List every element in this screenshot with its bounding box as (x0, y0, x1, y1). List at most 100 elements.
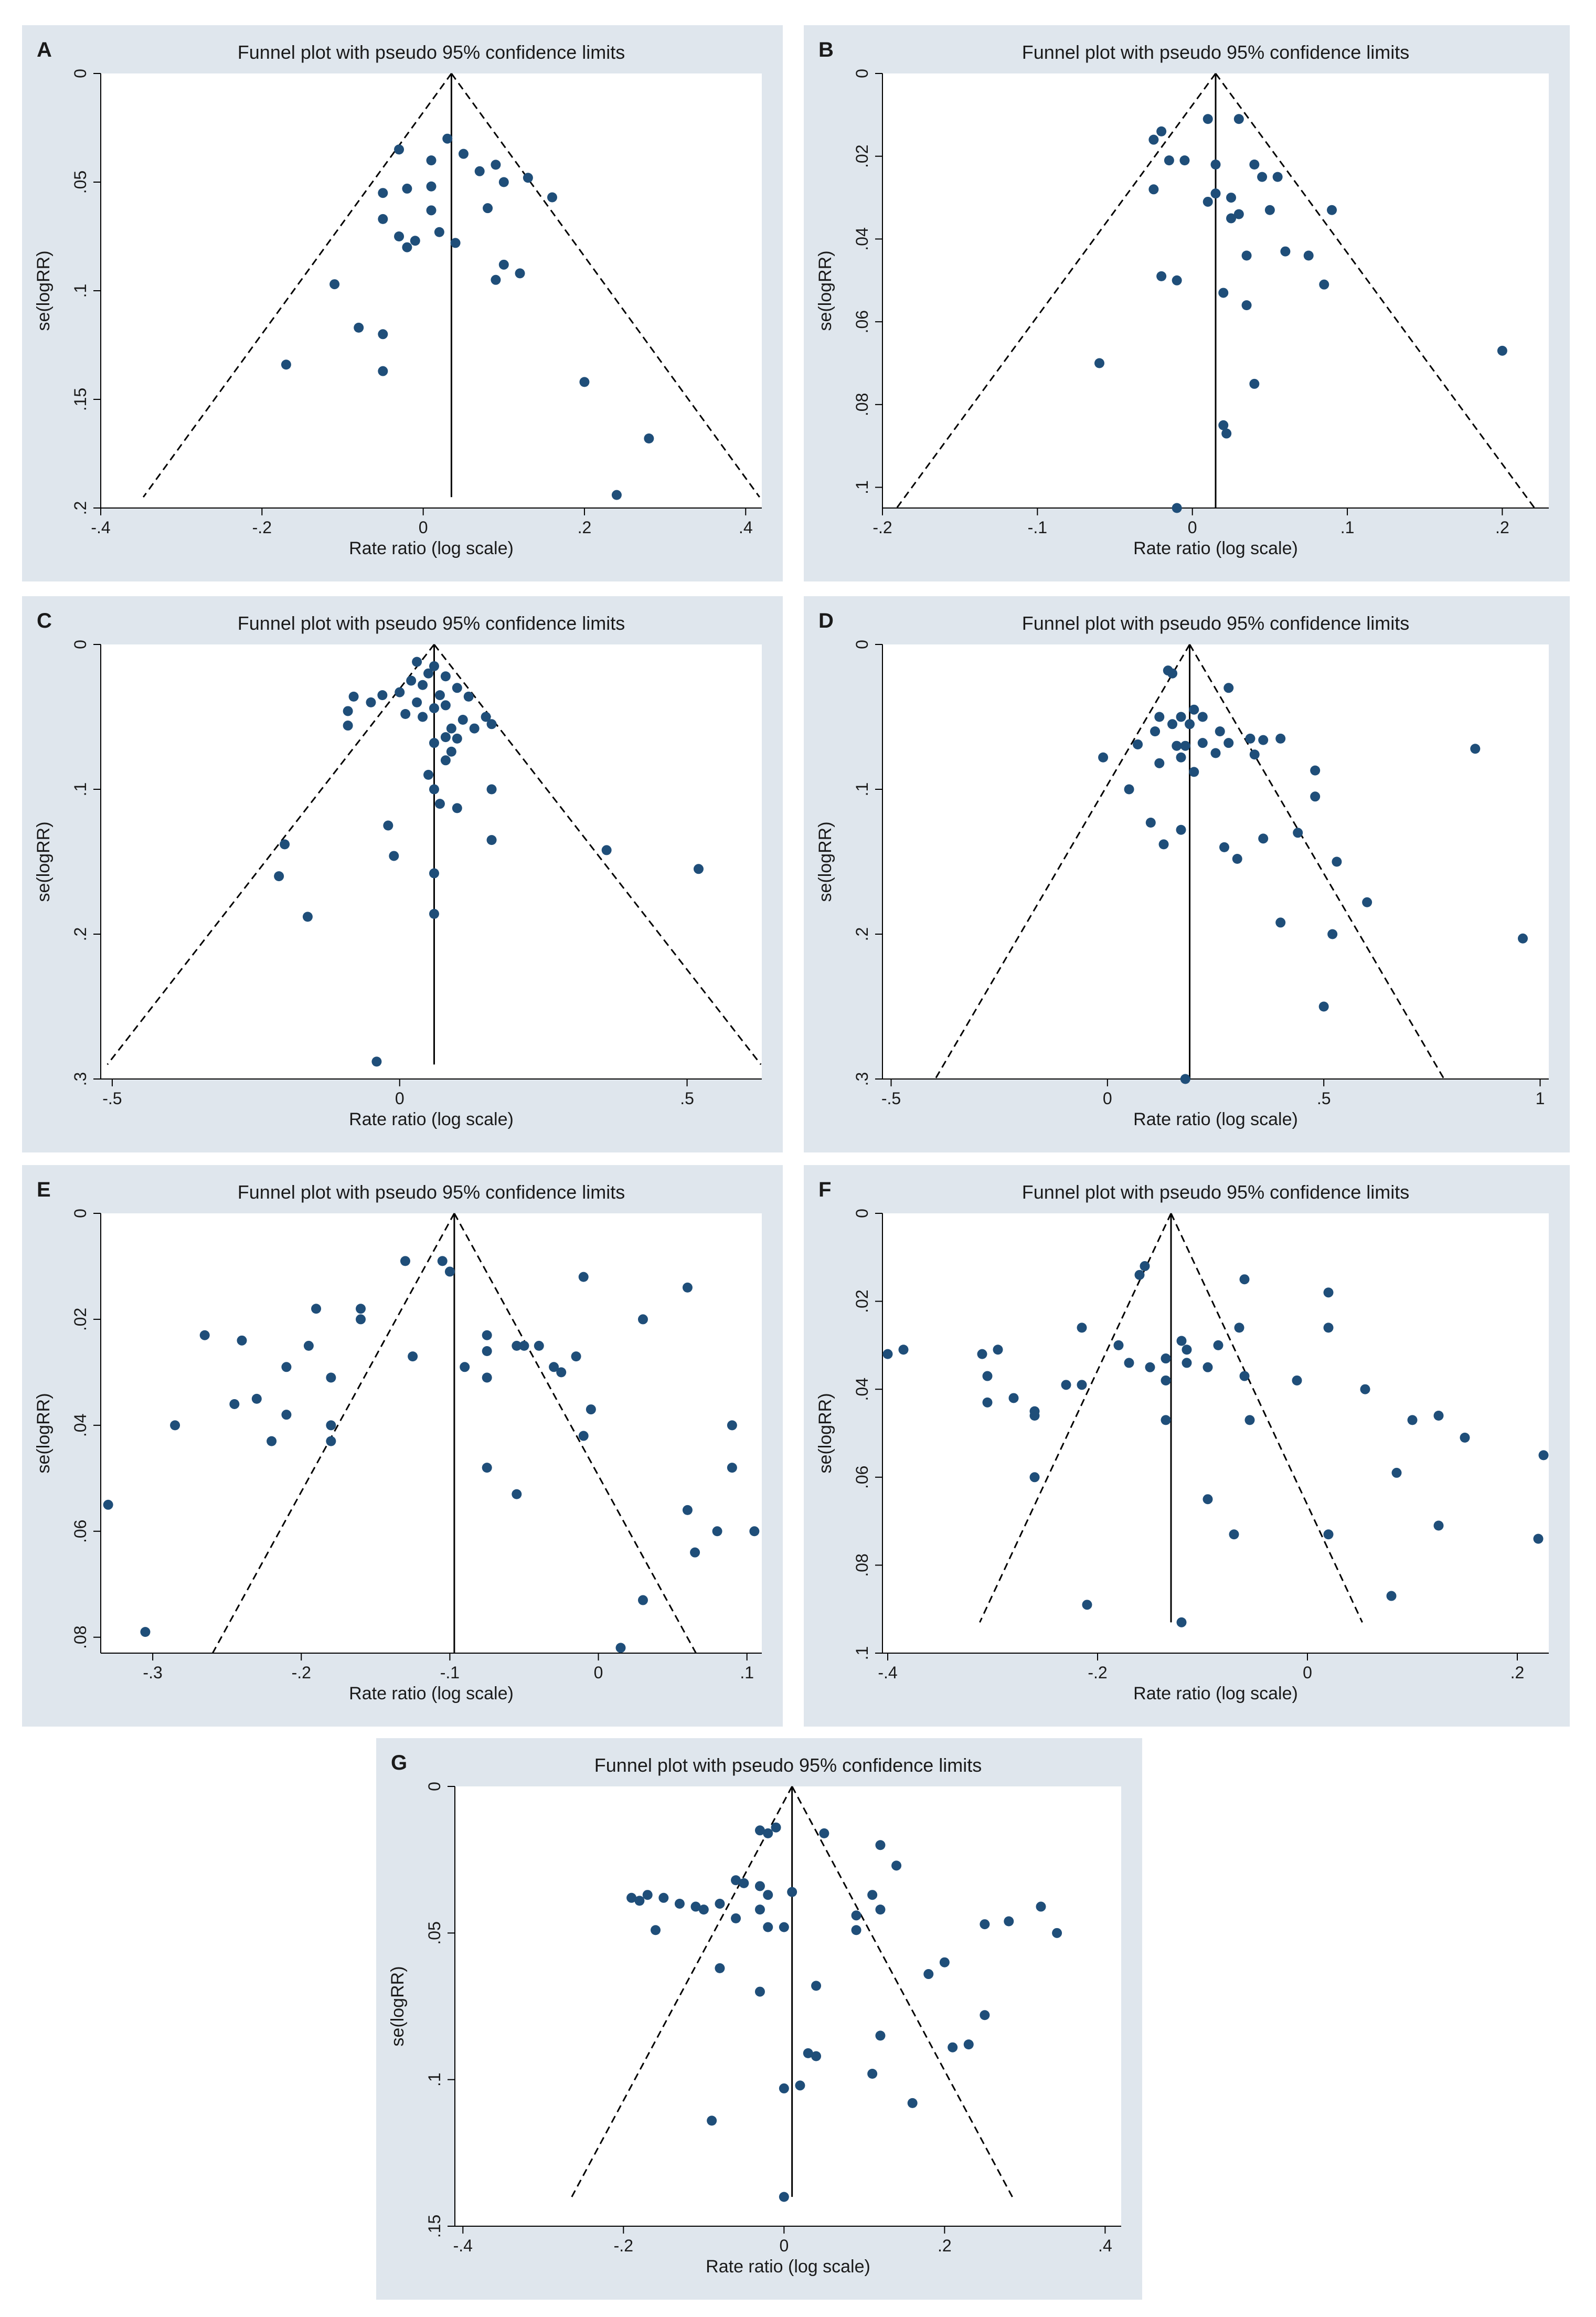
study-point (779, 1922, 789, 1932)
study-point (1362, 897, 1372, 907)
x-tick-label: 0 (1188, 518, 1197, 537)
study-point (1124, 1358, 1134, 1368)
chart-title: Funnel plot with pseudo 95% confidence l… (238, 612, 625, 634)
study-point (1221, 428, 1232, 439)
study-point (486, 719, 497, 729)
study-point (1098, 752, 1109, 763)
study-point (771, 1822, 781, 1833)
y-tick-label: .1 (71, 782, 90, 797)
plot-area (101, 1213, 762, 1653)
study-point (754, 1825, 765, 1836)
study-point (1156, 271, 1167, 281)
study-point (993, 1345, 1003, 1355)
study-point (450, 238, 461, 248)
x-tick-label: .4 (739, 518, 753, 537)
study-point (1327, 205, 1337, 215)
study-point (1161, 1353, 1171, 1364)
study-point (1470, 744, 1481, 754)
study-point (1239, 1371, 1250, 1381)
study-point (440, 732, 451, 743)
study-point (779, 2083, 789, 2093)
y-tick-label: .3 (71, 1072, 90, 1086)
study-point (1223, 683, 1234, 693)
y-tick-label: 0 (853, 1209, 871, 1218)
study-point (418, 680, 428, 690)
study-point (754, 1905, 765, 1915)
study-point (442, 133, 453, 144)
study-point (948, 2042, 958, 2052)
funnel-left-limit (142, 73, 452, 498)
study-point (1176, 752, 1186, 763)
funnel-panel-a: A Funnel plot with pseudo 95% confidence … (22, 25, 783, 581)
study-point (434, 690, 445, 701)
study-point (281, 1410, 292, 1420)
funnel-left-limit (896, 73, 1217, 509)
study-point (426, 181, 437, 192)
x-axis-title: Rate ratio (log scale) (349, 1684, 514, 1704)
study-point (1323, 1323, 1334, 1333)
study-point (515, 268, 525, 279)
study-point (408, 1351, 418, 1362)
study-point (1323, 1287, 1334, 1298)
study-point (280, 839, 290, 850)
funnel-plot-svg: F Funnel plot with pseudo 95% confidence … (815, 1178, 1549, 1704)
study-point (103, 1499, 113, 1510)
study-point (237, 1335, 247, 1346)
study-point (229, 1399, 240, 1409)
study-point (281, 1362, 292, 1372)
funnel-plot-svg: B Funnel plot with pseudo 95% confidence … (815, 38, 1549, 558)
study-point (394, 231, 405, 241)
study-point (1197, 712, 1208, 722)
study-point (1215, 726, 1225, 737)
y-tick-label: .15 (71, 388, 90, 411)
x-tick-label: -.2 (614, 2236, 633, 2255)
y-tick-label: .05 (425, 1921, 444, 1944)
chart-title: Funnel plot with pseudo 95% confidence l… (1022, 612, 1409, 634)
y-tick-label: .08 (71, 1625, 90, 1648)
x-tick-label: -.1 (1028, 518, 1047, 537)
study-point (395, 687, 405, 697)
study-point (412, 657, 422, 667)
study-point (754, 1881, 765, 1891)
study-point (923, 1969, 934, 1980)
chart-title: Funnel plot with pseudo 95% confidence l… (238, 41, 625, 63)
study-point (1197, 738, 1208, 748)
y-tick-label: .2 (71, 501, 90, 515)
study-point (1258, 833, 1269, 844)
y-axis-title: se(logRR) (34, 1393, 54, 1473)
study-point (1229, 1529, 1239, 1540)
study-point (731, 1875, 741, 1886)
study-point (1185, 719, 1195, 729)
study-point (1176, 712, 1186, 722)
study-point (498, 177, 509, 187)
study-point (779, 2192, 789, 2202)
study-point (429, 661, 439, 671)
study-point (389, 851, 399, 861)
x-tick-label: .1 (1340, 518, 1355, 537)
study-point (1182, 1358, 1192, 1368)
study-point (394, 144, 405, 155)
study-point (474, 166, 485, 176)
study-point (482, 1346, 492, 1357)
study-point (763, 1890, 773, 1900)
x-tick-label: .2 (938, 2236, 952, 2255)
x-tick-label: -.4 (91, 518, 110, 537)
study-point (491, 274, 501, 285)
study-point (1008, 1393, 1019, 1403)
study-point (1061, 1380, 1071, 1390)
x-tick-label: .2 (1495, 518, 1509, 537)
x-tick-label: 0 (1303, 1663, 1312, 1682)
study-point (739, 1878, 749, 1888)
study-point (452, 683, 462, 693)
y-tick-label: .08 (853, 1553, 871, 1577)
funnel-left-limit (979, 1213, 1172, 1623)
study-point (571, 1351, 581, 1362)
study-point (898, 1345, 909, 1355)
study-point (1249, 378, 1260, 389)
funnel-plot-svg: C Funnel plot with pseudo 95% confidence … (34, 609, 762, 1129)
study-point (1319, 279, 1329, 290)
funnel-panel-e: E Funnel plot with pseudo 95% confidence … (22, 1165, 783, 1727)
study-point (482, 1330, 492, 1340)
study-point (371, 1056, 382, 1067)
study-point (452, 733, 462, 744)
